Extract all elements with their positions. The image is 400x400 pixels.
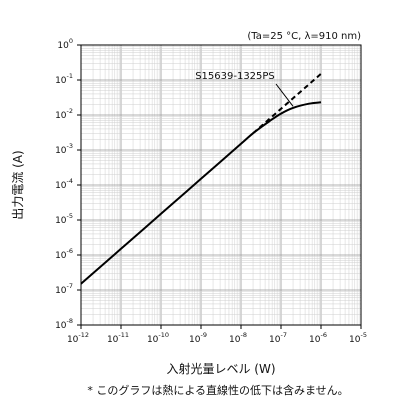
y-tick-exponent: 0 — [69, 37, 73, 45]
y-tick-base: 10 — [55, 286, 67, 296]
x-tick-label: 10-10 — [147, 331, 169, 345]
series-layer: S15639-1325PS — [80, 71, 322, 285]
x-tick-label: 10-5 — [349, 331, 367, 345]
x-tick-label: 10-6 — [309, 331, 327, 345]
x-tick-base: 10 — [229, 335, 241, 345]
condition-label: (Ta=25 °C, λ=910 nm) — [247, 31, 361, 42]
x-tick-label: 10-8 — [229, 331, 247, 345]
y-tick-label: 100 — [57, 37, 73, 51]
y-tick-exponent: -2 — [67, 107, 73, 115]
ideal-linear-dashed-line — [252, 73, 322, 135]
series-label-leader — [275, 83, 294, 107]
y-tick-label: 10-5 — [55, 212, 73, 226]
y-tick-base: 10 — [55, 216, 67, 226]
tick-layer: 10-12 10-11 10-10 10-9 10-8 10-7 10-6 10-510010… — [55, 37, 367, 345]
y-tick-base: 10 — [57, 41, 69, 51]
y-tick-exponent: -6 — [67, 247, 73, 255]
x-tick-exponent: -10 — [158, 331, 169, 339]
x-tick-exponent: -5 — [360, 331, 366, 339]
y-tick-label: 10-2 — [55, 107, 73, 121]
y-axis-title: 出力電流 (A) — [11, 150, 25, 219]
x-tick-exponent: -7 — [280, 331, 286, 339]
x-tick-label: 10-11 — [107, 331, 129, 345]
x-tick-base: 10 — [269, 335, 281, 345]
y-tick-label: 10-8 — [55, 317, 73, 331]
x-tick-base: 10 — [67, 335, 79, 345]
y-tick-exponent: -1 — [67, 72, 73, 80]
y-tick-base: 10 — [55, 321, 67, 331]
y-tick-exponent: -4 — [67, 177, 73, 185]
x-tick-label: 10-9 — [189, 331, 207, 345]
y-tick-base: 10 — [55, 251, 67, 261]
footnote: * このグラフは熱による直線性の低下は含みません。 — [87, 383, 348, 397]
y-tick-label: 10-6 — [55, 247, 73, 261]
y-tick-base: 10 — [55, 111, 67, 121]
y-tick-label: 10-1 — [55, 72, 73, 86]
x-tick-base: 10 — [107, 335, 119, 345]
y-tick-label: 10-7 — [55, 282, 73, 296]
x-tick-base: 10 — [349, 335, 361, 345]
x-tick-exponent: -9 — [200, 331, 206, 339]
y-tick-exponent: -7 — [67, 282, 73, 290]
x-axis-title: 入射光量レベル (W) — [166, 361, 275, 376]
x-tick-exponent: -8 — [240, 331, 246, 339]
y-tick-exponent: -5 — [67, 212, 73, 220]
x-tick-base: 10 — [189, 335, 201, 345]
series-label: S15639-1325PS — [195, 71, 275, 82]
x-tick-base: 10 — [147, 335, 159, 345]
y-tick-base: 10 — [55, 76, 67, 86]
x-tick-label: 10-12 — [67, 331, 89, 345]
y-tick-exponent: -8 — [67, 317, 73, 325]
x-tick-exponent: -11 — [118, 331, 129, 339]
x-tick-exponent: -6 — [320, 331, 326, 339]
y-tick-exponent: -3 — [67, 142, 73, 150]
x-tick-exponent: -12 — [78, 331, 89, 339]
x-tick-label: 10-7 — [269, 331, 287, 345]
y-tick-label: 10-3 — [55, 142, 73, 156]
y-tick-label: 10-4 — [55, 177, 73, 191]
x-tick-base: 10 — [309, 335, 321, 345]
grid-layer — [81, 45, 361, 325]
y-tick-base: 10 — [55, 181, 67, 191]
y-tick-base: 10 — [55, 146, 67, 156]
